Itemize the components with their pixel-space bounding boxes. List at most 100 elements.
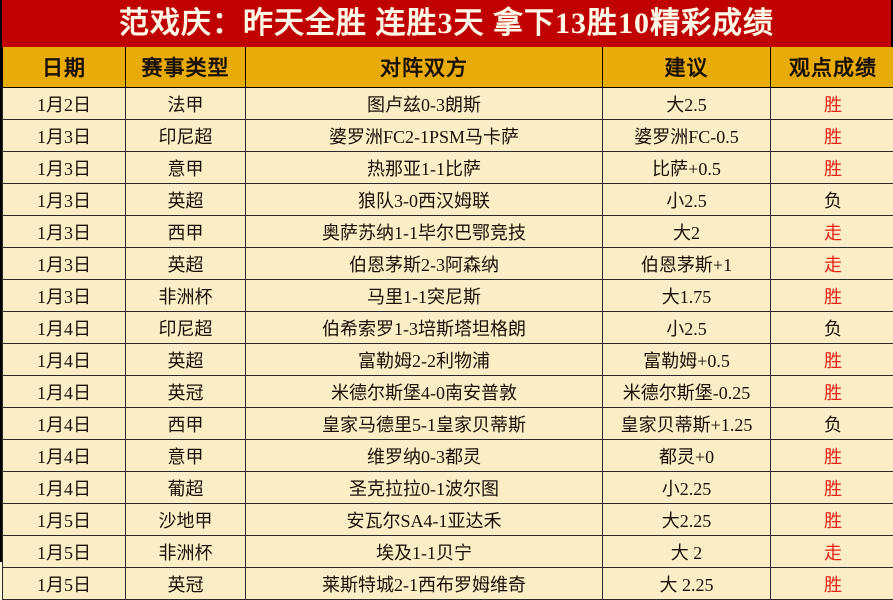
- cell-date: 1月3日: [3, 120, 126, 152]
- cell-advice: 伯恩茅斯+1: [603, 248, 771, 280]
- cell-date: 1月4日: [3, 312, 126, 344]
- cell-result: 胜: [771, 120, 893, 152]
- cell-result: 走: [771, 248, 893, 280]
- cell-result: 胜: [771, 504, 893, 536]
- cell-league: 意甲: [126, 440, 246, 472]
- cell-result: 胜: [771, 376, 893, 408]
- cell-league: 英超: [126, 248, 246, 280]
- cell-advice: 大 2.25: [603, 568, 771, 600]
- cell-result: 胜: [771, 280, 893, 312]
- cell-match: 富勒姆2-2利物浦: [246, 344, 603, 376]
- cell-advice: 大2: [603, 216, 771, 248]
- page-root: 范戏庆：昨天全胜 连胜3天 拿下13胜10精彩成绩 日期 赛事类型 对阵双方 建…: [0, 0, 893, 562]
- cell-match: 狼队3-0西汉姆联: [246, 184, 603, 216]
- column-header-advice: 建议: [603, 47, 771, 88]
- cell-date: 1月3日: [3, 280, 126, 312]
- cell-league: 印尼超: [126, 312, 246, 344]
- cell-date: 1月4日: [3, 440, 126, 472]
- cell-result: 胜: [771, 344, 893, 376]
- cell-result: 胜: [771, 568, 893, 600]
- cell-match: 皇家马德里5-1皇家贝蒂斯: [246, 408, 603, 440]
- cell-date: 1月5日: [3, 536, 126, 568]
- cell-advice: 婆罗洲FC-0.5: [603, 120, 771, 152]
- cell-result: 负: [771, 312, 893, 344]
- cell-match: 圣克拉拉0-1波尔图: [246, 472, 603, 504]
- cell-advice: 都灵+0: [603, 440, 771, 472]
- cell-result: 胜: [771, 472, 893, 504]
- cell-match: 米德尔斯堡4-0南安普敦: [246, 376, 603, 408]
- cell-league: 法甲: [126, 88, 246, 120]
- cell-result: 走: [771, 536, 893, 568]
- cell-league: 西甲: [126, 216, 246, 248]
- cell-match: 马里1-1突尼斯: [246, 280, 603, 312]
- cell-date: 1月5日: [3, 568, 126, 600]
- cell-league: 沙地甲: [126, 504, 246, 536]
- cell-match: 热那亚1-1比萨: [246, 152, 603, 184]
- cell-date: 1月3日: [3, 184, 126, 216]
- cell-date: 1月3日: [3, 248, 126, 280]
- cell-result: 负: [771, 184, 893, 216]
- table-header: 日期 赛事类型 对阵双方 建议 观点成绩: [3, 47, 893, 88]
- cell-result: 走: [771, 216, 893, 248]
- cell-league: 非洲杯: [126, 536, 246, 568]
- cell-match: 莱斯特城2-1西布罗姆维奇: [246, 568, 603, 600]
- cell-advice: 比萨+0.5: [603, 152, 771, 184]
- cell-league: 英冠: [126, 568, 246, 600]
- cell-league: 英超: [126, 344, 246, 376]
- column-header-result: 观点成绩: [771, 47, 893, 88]
- cell-league: 西甲: [126, 408, 246, 440]
- cell-league: 非洲杯: [126, 280, 246, 312]
- column-header-date: 日期: [3, 47, 126, 88]
- cell-advice: 小2.25: [603, 472, 771, 504]
- cell-date: 1月2日: [3, 88, 126, 120]
- cell-date: 1月5日: [3, 504, 126, 536]
- column-header-match: 对阵双方: [246, 47, 603, 88]
- cell-date: 1月4日: [3, 376, 126, 408]
- column-header-league: 赛事类型: [126, 47, 246, 88]
- cell-match: 维罗纳0-3都灵: [246, 440, 603, 472]
- cell-date: 1月3日: [3, 216, 126, 248]
- cell-league: 意甲: [126, 152, 246, 184]
- cell-league: 英超: [126, 184, 246, 216]
- header-row: 日期 赛事类型 对阵双方 建议 观点成绩: [3, 47, 893, 88]
- cell-match: 奥萨苏纳1-1毕尔巴鄂竞技: [246, 216, 603, 248]
- page-title: 范戏庆：昨天全胜 连胜3天 拿下13胜10精彩成绩: [119, 9, 774, 39]
- cell-advice: 米德尔斯堡-0.25: [603, 376, 771, 408]
- cell-advice: 大2.5: [603, 88, 771, 120]
- cell-advice: 大2.25: [603, 504, 771, 536]
- cell-advice: 小2.5: [603, 312, 771, 344]
- cell-league: 英冠: [126, 376, 246, 408]
- cell-advice: 大 2: [603, 536, 771, 568]
- cell-date: 1月4日: [3, 472, 126, 504]
- banner-header: 范戏庆：昨天全胜 连胜3天 拿下13胜10精彩成绩: [2, 0, 891, 47]
- cell-advice: 小2.5: [603, 184, 771, 216]
- cell-result: 胜: [771, 88, 893, 120]
- cell-result: 胜: [771, 152, 893, 184]
- cell-match: 婆罗洲FC2-1PSM马卡萨: [246, 120, 603, 152]
- cell-date: 1月3日: [3, 152, 126, 184]
- cell-advice: 大1.75: [603, 280, 771, 312]
- cell-result: 负: [771, 408, 893, 440]
- cell-match: 图卢兹0-3朗斯: [246, 88, 603, 120]
- cell-match: 伯希索罗1-3培斯塔坦格朗: [246, 312, 603, 344]
- cell-advice: 皇家贝蒂斯+1.25: [603, 408, 771, 440]
- cell-match: 埃及1-1贝宁: [246, 536, 603, 568]
